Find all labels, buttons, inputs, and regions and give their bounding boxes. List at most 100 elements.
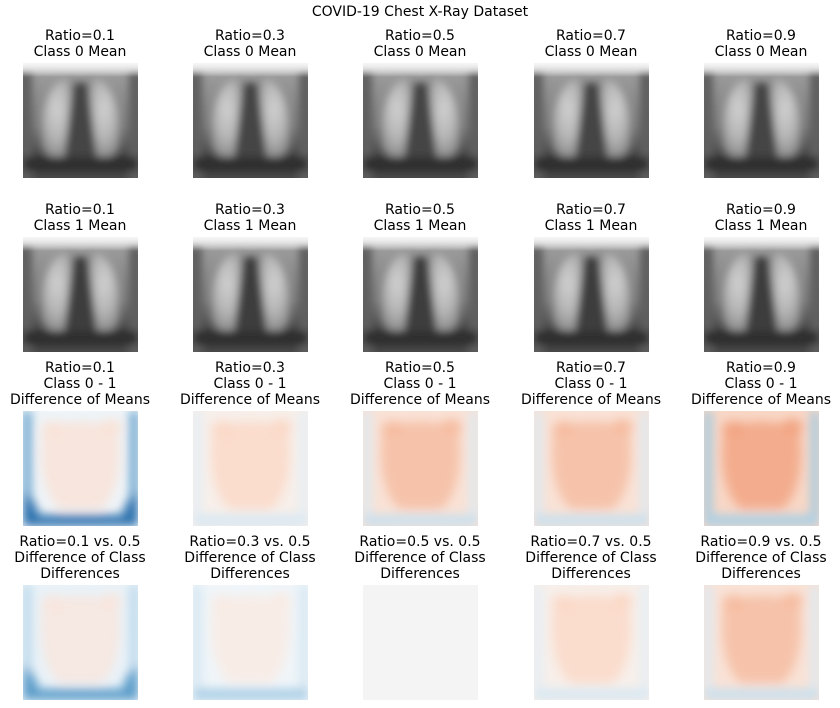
panel-title-line: Class 0 - 1 [554, 376, 628, 392]
panel-title: Ratio=0.7 vs. 0.5 Difference of Class Diff… [506, 534, 676, 582]
panel-title: Ratio=0.7 Class 0 - 1 Difference of Means [506, 360, 676, 408]
difference-image [362, 411, 478, 526]
panel-title: Ratio=0.1 Class 0 Mean [0, 28, 165, 60]
heatmap-image [362, 237, 478, 352]
mean-image [22, 63, 138, 178]
figure-title: COVID-19 Chest X-Ray Dataset [311, 4, 529, 20]
panel-title-line: Ratio=0.1 [45, 28, 115, 44]
panel-title-line: Differences [551, 566, 631, 582]
panel-title-line: Ratio=0.9 [726, 360, 796, 376]
panel-title: Ratio=0.5 Class 1 Mean [335, 202, 505, 234]
heatmap-image [192, 585, 308, 700]
heatmap-image [533, 237, 649, 352]
heatmap-image [362, 63, 478, 178]
mean-image [703, 63, 819, 178]
difference-image [362, 585, 478, 700]
panel-title-line: Differences [40, 566, 120, 582]
panel-title-line: Ratio=0.9 [726, 28, 796, 44]
panel-title-line: Ratio=0.9 vs. 0.5 [700, 534, 822, 550]
panel-title-line: Ratio=0.3 vs. 0.5 [189, 534, 311, 550]
panel-title-line: Difference of Class [354, 550, 486, 566]
panel-title-line: Class 1 Mean [544, 218, 638, 234]
panel-title-line: Class 0 - 1 [724, 376, 798, 392]
heatmap-image [192, 411, 308, 526]
panel-title-line: Ratio=0.1 [45, 202, 115, 218]
mean-image [533, 237, 649, 352]
panel-title-line: Difference of Class [14, 550, 146, 566]
panel-title-line: Ratio=0.3 [215, 28, 285, 44]
panel-title-line: Ratio=0.5 [385, 202, 455, 218]
difference-image [533, 411, 649, 526]
mean-image [192, 237, 308, 352]
panel-title: Ratio=0.5 Class 0 - 1 Difference of Means [335, 360, 505, 408]
panel-title-line: Difference of Means [9, 392, 150, 408]
panel-title-line: Difference of Means [690, 392, 831, 408]
panel-title-line: Ratio=0.7 [556, 202, 626, 218]
heatmap-image [533, 411, 649, 526]
panel-title-line: Difference of Means [179, 392, 320, 408]
heatmap-image [22, 237, 138, 352]
heatmap-image [703, 63, 819, 178]
panel-title: Ratio=0.3 vs. 0.5 Difference of Class Diff… [165, 534, 335, 582]
panel-title-line: Class 0 Mean [203, 44, 297, 60]
panel-title-line: Ratio=0.3 [215, 202, 285, 218]
panel-title-line: Difference of Means [349, 392, 490, 408]
mean-image [362, 237, 478, 352]
panel-title-line: Class 1 Mean [203, 218, 297, 234]
panel-title-line: Ratio=0.5 [385, 360, 455, 376]
panel-title-line: Class 0 Mean [544, 44, 638, 60]
panel-title: Ratio=0.7 Class 0 Mean [506, 28, 676, 60]
panel-title: Ratio=0.3 Class 1 Mean [165, 202, 335, 234]
panel-title: Ratio=0.1 vs. 0.5 Difference of Class Diff… [0, 534, 165, 582]
difference-image [703, 411, 819, 526]
heatmap-image [22, 585, 138, 700]
panel-title: Ratio=0.1 Class 0 - 1 Difference of Means [0, 360, 165, 408]
heatmap-image [192, 63, 308, 178]
panel-title: Ratio=0.9 Class 0 - 1 Difference of Means [676, 360, 840, 408]
mean-image [362, 63, 478, 178]
panel-title-line: Ratio=0.5 vs. 0.5 [359, 534, 481, 550]
heatmap-image [533, 585, 649, 700]
panel-title: Ratio=0.9 Class 1 Mean [676, 202, 840, 234]
panel-title-line: Class 0 Mean [373, 44, 467, 60]
heatmap-image [703, 585, 819, 700]
panel-title-line: Differences [380, 566, 460, 582]
panel-title: Ratio=0.3 Class 0 - 1 Difference of Means [165, 360, 335, 408]
difference-image [192, 585, 308, 700]
difference-image [533, 585, 649, 700]
panel-title-line: Ratio=0.1 [45, 360, 115, 376]
panel-title-line: Differences [721, 566, 801, 582]
panel-title-line: Class 1 Mean [33, 218, 127, 234]
heatmap-image [703, 237, 819, 352]
mean-image [192, 63, 308, 178]
panel-title-line: Differences [210, 566, 290, 582]
panel-title: Ratio=0.7 Class 1 Mean [506, 202, 676, 234]
panel-title-line: Ratio=0.5 [385, 28, 455, 44]
panel-title-line: Ratio=0.7 [556, 28, 626, 44]
panel-title-line: Ratio=0.1 vs. 0.5 [19, 534, 141, 550]
panel-title-line: Ratio=0.9 [726, 202, 796, 218]
panel-title-line: Difference of Class [525, 550, 657, 566]
panel-title: Ratio=0.5 Class 0 Mean [335, 28, 505, 60]
heatmap-image [703, 411, 819, 526]
heatmap-image [22, 411, 138, 526]
heatmap-image [362, 411, 478, 526]
panel-title-line: Class 0 - 1 [383, 376, 457, 392]
panel-title-line: Ratio=0.7 [556, 360, 626, 376]
panel-title-line: Class 0 Mean [33, 44, 127, 60]
panel-title-line: Difference of Class [184, 550, 316, 566]
panel-title-line: Class 0 - 1 [43, 376, 117, 392]
difference-image [22, 585, 138, 700]
panel-title-line: Ratio=0.7 vs. 0.5 [530, 534, 652, 550]
panel-title: Ratio=0.9 Class 0 Mean [676, 28, 840, 60]
panel-title-line: Class 0 Mean [714, 44, 808, 60]
heatmap-image [22, 63, 138, 178]
panel-title: Ratio=0.1 Class 1 Mean [0, 202, 165, 234]
mean-image [22, 237, 138, 352]
panel-title-line: Difference of Means [520, 392, 661, 408]
panel-title-line: Class 1 Mean [714, 218, 808, 234]
panel-title: Ratio=0.3 Class 0 Mean [165, 28, 335, 60]
mean-image [703, 237, 819, 352]
panel-title-line: Ratio=0.3 [215, 360, 285, 376]
heatmap-image [533, 63, 649, 178]
